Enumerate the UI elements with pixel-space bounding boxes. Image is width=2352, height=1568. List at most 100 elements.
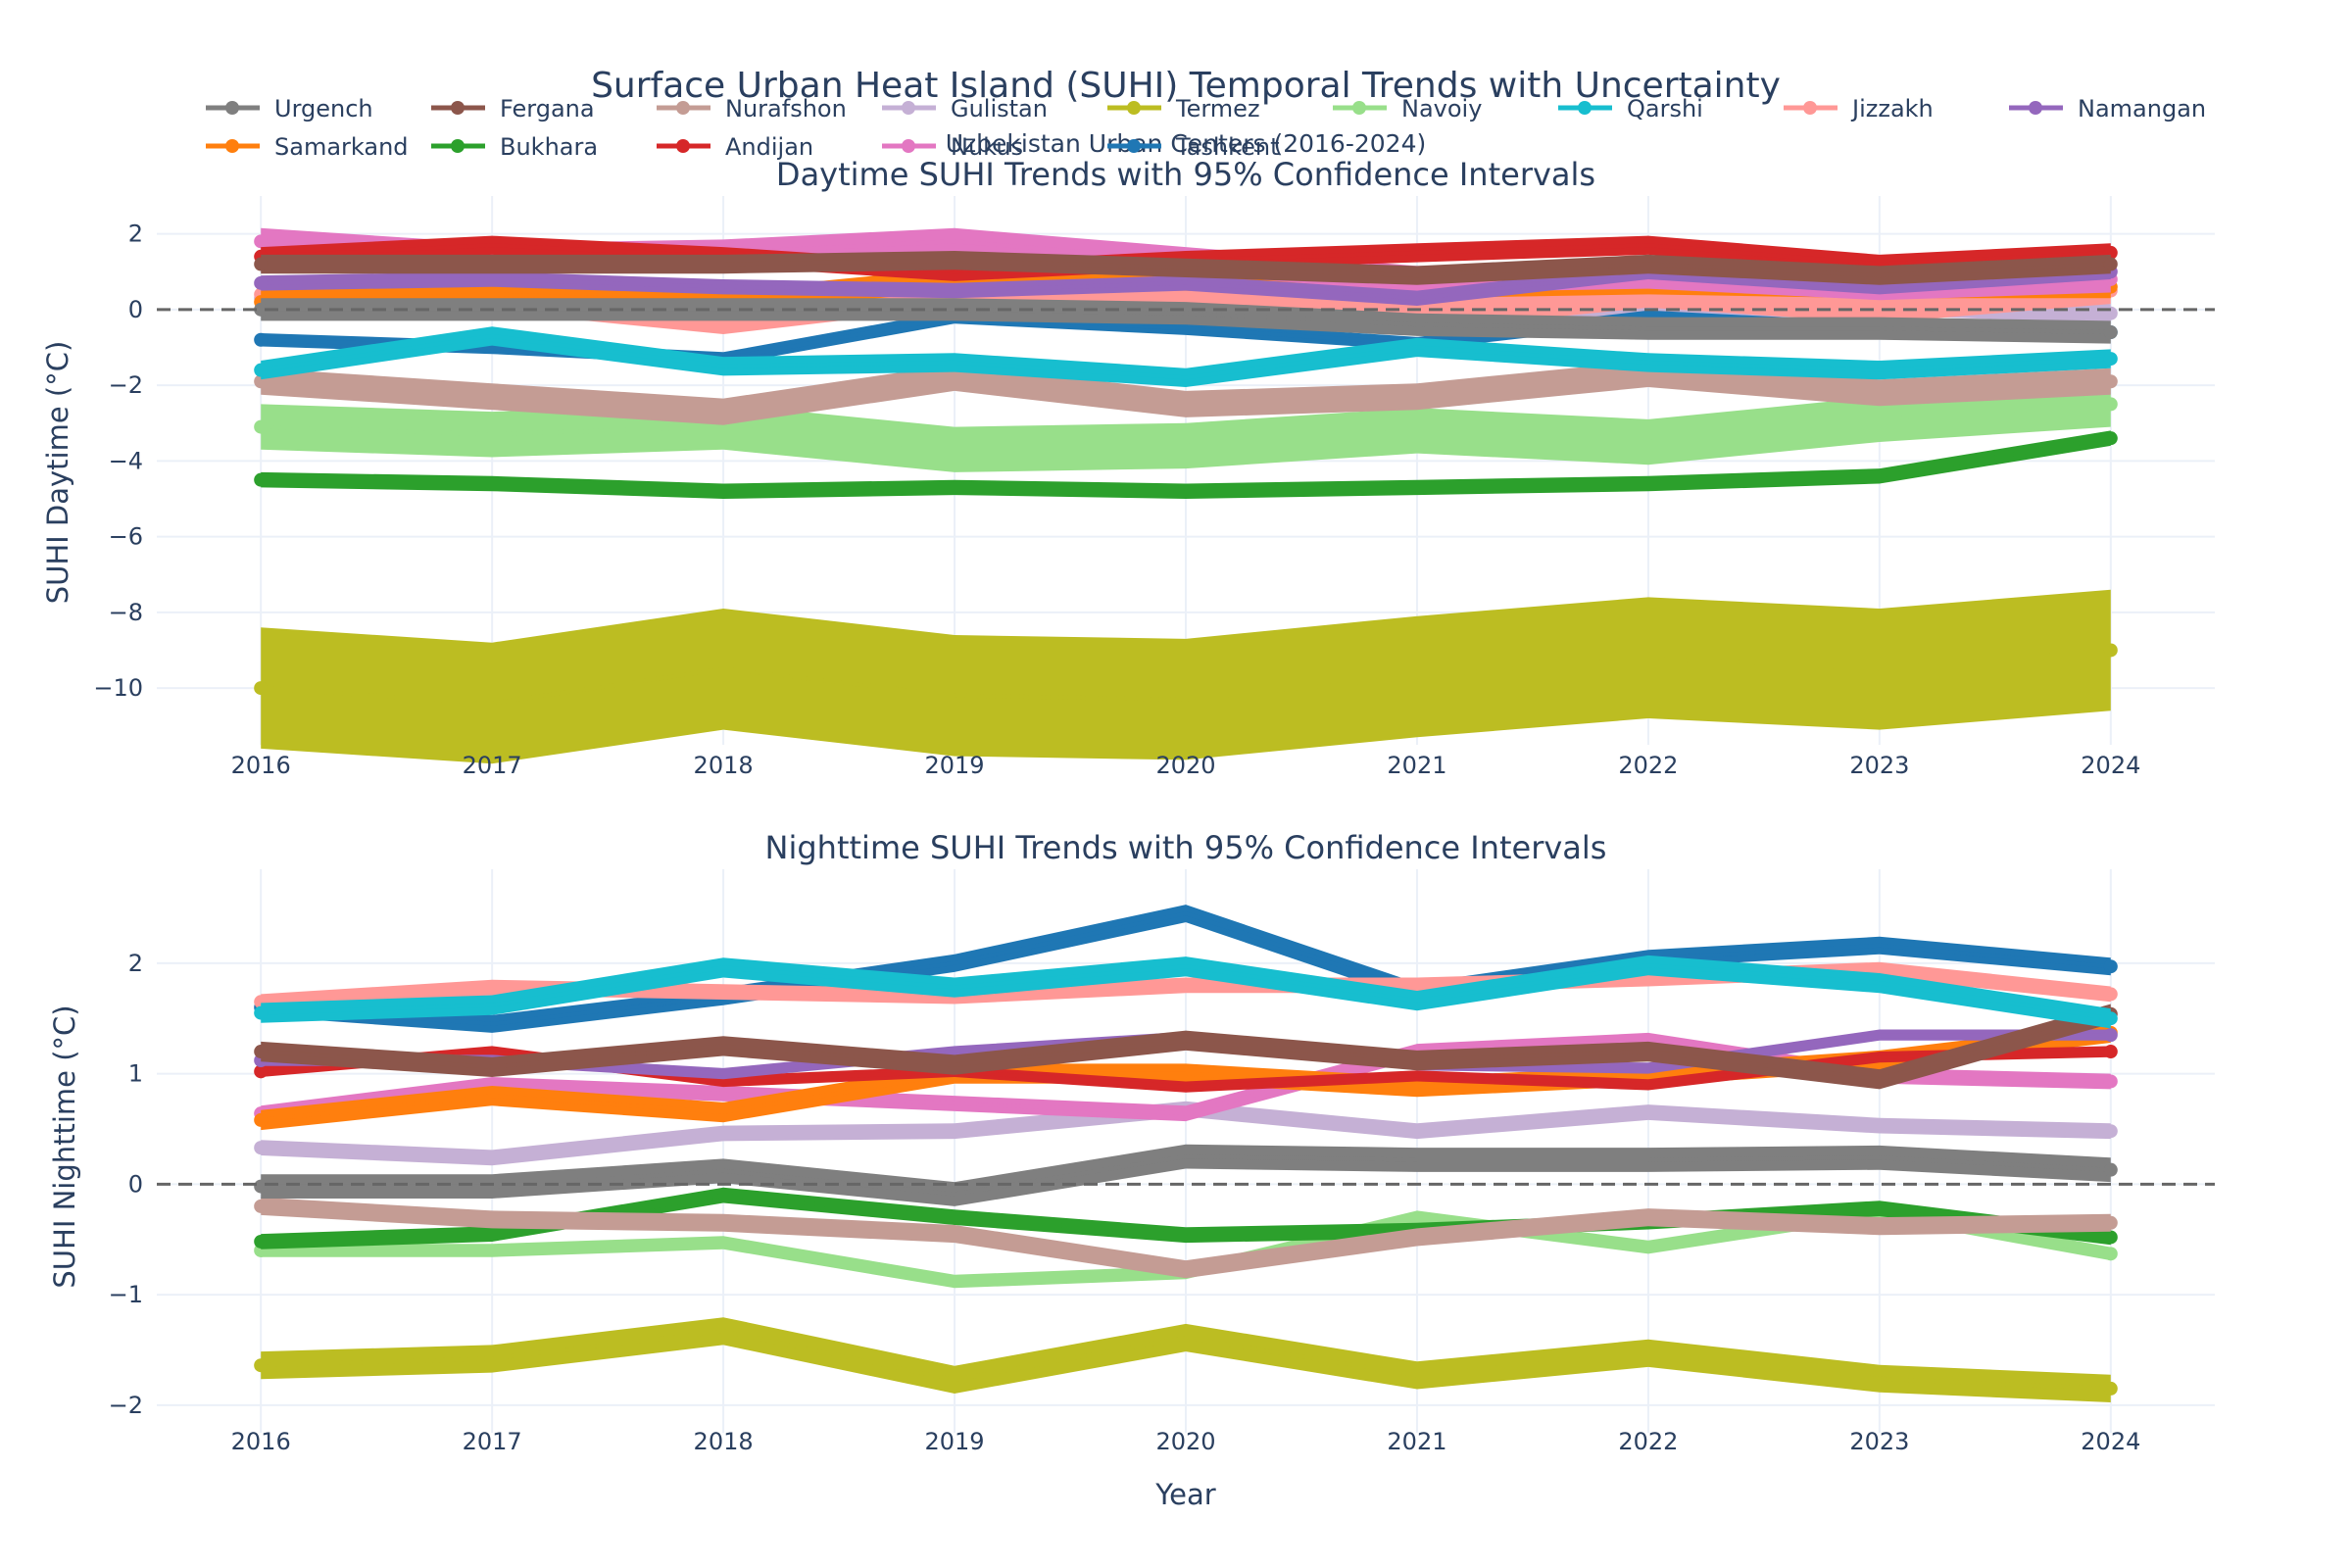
confidence-band-nukus xyxy=(261,1032,2111,1122)
series-line-termez xyxy=(261,648,2111,706)
x-tick-label: 2018 xyxy=(694,1428,754,1455)
series-fergana xyxy=(254,251,2118,285)
y-tick-label: −4 xyxy=(109,447,143,474)
confidence-band-nurafshon xyxy=(261,361,2111,425)
y-tick-label: −2 xyxy=(109,1392,143,1419)
legend-label: Nukus xyxy=(951,133,1023,161)
y-tick-label: −6 xyxy=(109,523,143,551)
data-point xyxy=(254,681,269,696)
data-point xyxy=(2103,352,2118,367)
legend-item-qarshi[interactable]: Qarshi xyxy=(1558,95,1703,122)
data-point xyxy=(254,1112,269,1127)
data-point xyxy=(2103,257,2118,271)
legend-item-andijan[interactable]: Andijan xyxy=(657,133,813,161)
confidence-band-gulistan xyxy=(261,1101,2111,1166)
x-tick-label: 2023 xyxy=(1849,1428,1909,1455)
data-point xyxy=(254,472,269,487)
data-point xyxy=(254,257,269,271)
data-point xyxy=(2103,1045,2118,1059)
data-point xyxy=(2103,1074,2118,1089)
x-tick-label: 2019 xyxy=(925,1428,985,1455)
data-point xyxy=(254,1199,269,1213)
series-line-nurafshon xyxy=(261,371,2111,415)
series-group xyxy=(254,227,2118,764)
data-point xyxy=(254,1179,269,1194)
legend-item-termez[interactable]: Termez xyxy=(1107,95,1260,122)
legend-item-urgench[interactable]: Urgench xyxy=(206,95,373,122)
legend-label: Termez xyxy=(1175,95,1260,122)
data-point xyxy=(2103,374,2118,389)
data-point xyxy=(254,1358,269,1373)
legend-item-gulistan[interactable]: Gulistan xyxy=(882,95,1048,122)
y-tick-label: 1 xyxy=(128,1060,143,1088)
y-tick-label: 2 xyxy=(128,220,143,248)
series-line-qarshi xyxy=(261,963,2112,1021)
data-point xyxy=(2103,1215,2118,1230)
legend-item-bukhara[interactable]: Bukhara xyxy=(431,133,598,161)
series-line-qarshi xyxy=(260,333,2111,380)
x-tick-label: 2021 xyxy=(1387,1428,1446,1455)
series-nurafshon xyxy=(254,361,2118,425)
y-tick-label: −1 xyxy=(109,1281,143,1308)
legend-label: Samarkand xyxy=(274,133,409,161)
confidence-band-navoiy xyxy=(261,381,2111,472)
legend-label: Gulistan xyxy=(951,95,1048,122)
legend-item-tashkent[interactable]: Tashkent xyxy=(1107,133,1280,161)
x-tick-label: 2024 xyxy=(2081,752,2140,779)
legend-item-jizzakh[interactable]: Jizzakh xyxy=(1784,95,1934,122)
series-line-tashkent xyxy=(261,911,2111,1026)
data-point xyxy=(254,1141,269,1155)
x-tick-label: 2016 xyxy=(231,752,291,779)
data-point xyxy=(2103,1124,2118,1139)
data-point xyxy=(2103,431,2118,446)
legend-marker xyxy=(902,139,915,153)
legend-marker xyxy=(676,139,690,153)
confidence-band-termez xyxy=(261,1317,2111,1402)
figure-subtitle: Uzbekistan Urban Centers (2016-2024) xyxy=(946,129,1426,158)
x-tick-label: 2016 xyxy=(231,1428,291,1455)
data-point xyxy=(254,363,269,377)
series-line-urgench xyxy=(261,1154,2111,1197)
legend-marker xyxy=(451,101,465,115)
series-navoiy xyxy=(254,381,2118,472)
x-tick-label: 2022 xyxy=(1618,752,1678,779)
series-line-fergana xyxy=(261,1011,2112,1082)
series-line-navoiy xyxy=(261,402,2111,452)
legend-item-fergana[interactable]: Fergana xyxy=(431,95,595,122)
legend-item-navoiy[interactable]: Navoiy xyxy=(1333,95,1482,122)
day-panel-title: Daytime SUHI Trends with 95% Confidence … xyxy=(776,156,1595,193)
data-point xyxy=(2103,1381,2118,1396)
series-qarshi xyxy=(254,955,2118,1029)
legend-label: Tashkent xyxy=(1175,133,1280,161)
night-y-axis-title: SUHI Nighttime (°C) xyxy=(48,1004,81,1288)
legend-label: Qarshi xyxy=(1627,95,1703,122)
legend-item-samarkand[interactable]: Samarkand xyxy=(206,133,409,161)
legend-marker xyxy=(1803,101,1817,115)
legend-marker xyxy=(2029,101,2042,115)
legend[interactable]: Urgench Fergana Nurafshon Gulistan Termez Nav… xyxy=(206,95,2206,161)
data-point xyxy=(254,234,269,249)
legend-item-nurafshon[interactable]: Nurafshon xyxy=(657,95,847,122)
legend-marker xyxy=(1127,139,1141,153)
x-tick-label: 2021 xyxy=(1387,752,1446,779)
legend-label: Navoiy xyxy=(1401,95,1482,122)
series-nurafshon xyxy=(254,1197,2118,1279)
daytime-plot: 2 0 −2 −4 −6 −8 −10 2016 2017 2018 2019 2020 2021 202… xyxy=(93,196,2215,779)
legend-marker xyxy=(225,101,239,115)
legend-marker xyxy=(676,101,690,115)
x-tick-label: 2017 xyxy=(463,752,522,779)
data-point xyxy=(2103,643,2118,658)
data-point xyxy=(2103,325,2118,340)
data-point xyxy=(254,1045,269,1059)
legend-item-namangan[interactable]: Namangan xyxy=(2009,95,2206,122)
x-tick-label: 2018 xyxy=(694,752,754,779)
series-line-termez xyxy=(261,1329,2111,1391)
legend-item-nukus[interactable]: Nukus xyxy=(882,133,1023,161)
legend-marker xyxy=(225,139,239,153)
series-termez xyxy=(254,1317,2118,1402)
data-point xyxy=(254,419,269,434)
data-point xyxy=(254,302,269,317)
y-tick-label: −8 xyxy=(109,599,143,626)
x-tick-label: 2022 xyxy=(1618,1428,1678,1455)
series-line-fergana xyxy=(261,258,2111,278)
